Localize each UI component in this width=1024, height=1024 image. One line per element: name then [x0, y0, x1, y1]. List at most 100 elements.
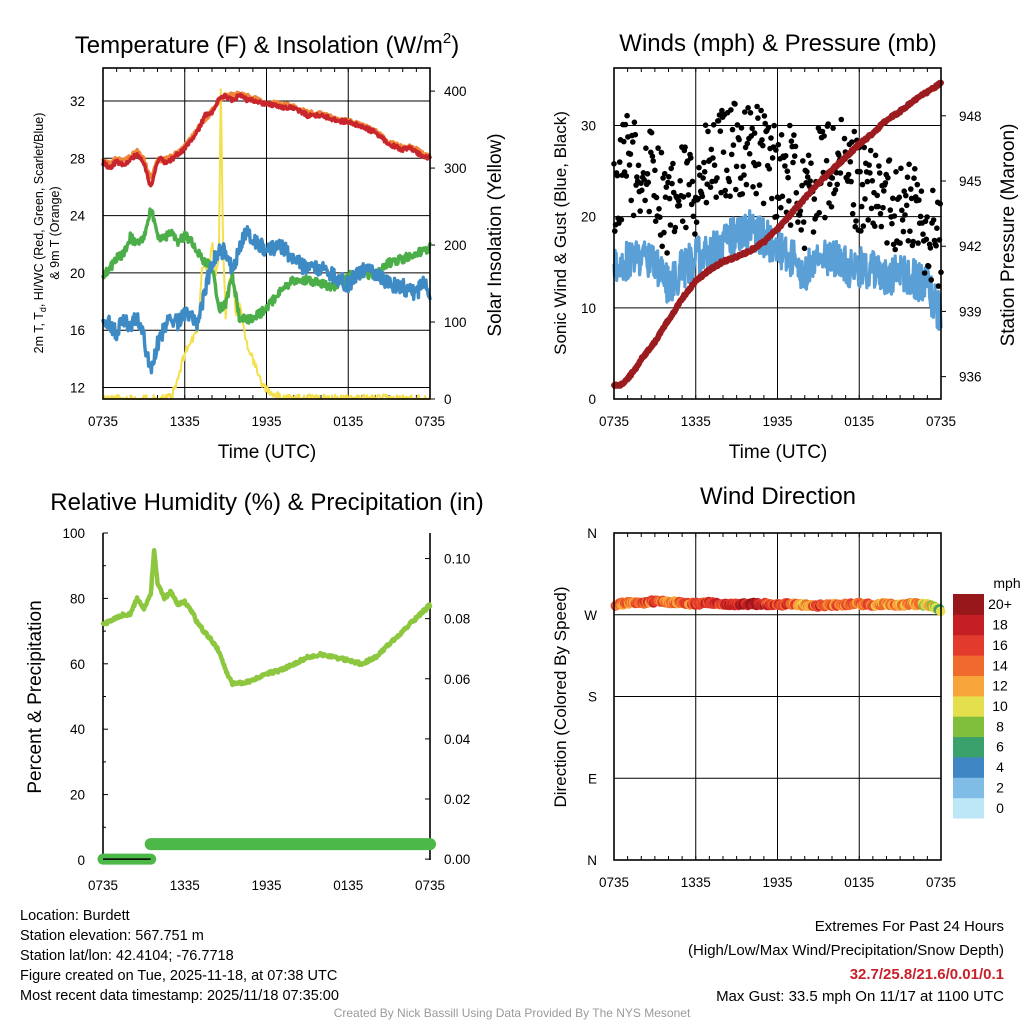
gust-point — [884, 240, 890, 246]
gust-point — [902, 212, 908, 218]
gust-point — [887, 207, 894, 213]
gust-point — [688, 155, 694, 161]
gust-point — [661, 170, 668, 177]
dir-frame — [613, 532, 942, 861]
gust-point — [838, 116, 845, 123]
gust-point — [676, 202, 683, 209]
gust-point — [904, 174, 911, 180]
gust-point — [876, 163, 882, 169]
gust-point — [744, 140, 751, 147]
y2-tick-label: 0.10 — [444, 552, 470, 567]
gust-point — [882, 180, 889, 186]
gust-point — [927, 245, 934, 251]
gust-point — [682, 144, 688, 150]
gust-point — [690, 213, 697, 220]
gust-point — [782, 163, 788, 169]
y-tick-label: 0 — [77, 853, 85, 868]
gust-point — [832, 187, 839, 193]
gust-point — [791, 132, 797, 138]
gust-point — [693, 219, 700, 225]
x-tick-label: 1335 — [681, 414, 711, 429]
colorbar-swatch — [953, 594, 984, 615]
gust-point — [857, 168, 863, 175]
y-tick-label: 20 — [70, 788, 85, 803]
gust-point — [924, 214, 930, 220]
gust-point — [910, 238, 916, 245]
rh-line — [100, 548, 433, 688]
colorbar-label: 6 — [996, 739, 1004, 755]
gust-point — [655, 145, 661, 151]
y2-tick-label: 0.06 — [444, 672, 470, 687]
y-tick-label: 20 — [70, 266, 85, 281]
gust-point — [827, 181, 833, 188]
gust-point — [877, 210, 884, 217]
gust-point — [845, 171, 852, 178]
max-gust: Max Gust: 33.5 mph On 11/17 at 1100 UTC — [716, 988, 1004, 1005]
gust-point — [768, 135, 774, 141]
gust-point — [683, 224, 689, 231]
y-tick-label: 24 — [70, 209, 86, 224]
gust-point — [907, 228, 913, 234]
wind-plot: 0735 1335 1935 0135 073501020309369399429459… — [581, 67, 982, 429]
wind-title: Winds (mph) & Pressure (mb) — [619, 30, 936, 57]
gust-point — [896, 194, 903, 201]
gust-point — [695, 195, 701, 202]
gust-point — [641, 177, 647, 183]
gust-point — [786, 198, 792, 204]
gust-point — [925, 263, 932, 270]
gust-point — [875, 203, 881, 210]
y2-tick-label: 400 — [444, 84, 467, 99]
gust-point — [670, 160, 676, 167]
gust-point — [886, 157, 893, 163]
y-tick-label: E — [588, 771, 597, 786]
gust-point — [637, 208, 643, 214]
y2-tick-label: 945 — [959, 174, 982, 189]
gust-point — [754, 103, 760, 110]
y-tick-label: W — [584, 608, 597, 623]
gust-point — [790, 159, 796, 166]
gust-point — [866, 162, 872, 168]
gust-point — [749, 125, 755, 132]
y-tick-label: 0 — [588, 392, 596, 407]
colorbar-label: 8 — [996, 718, 1004, 734]
temp-y2label: Solar Insolation (Yellow) — [485, 133, 506, 336]
y-tick-label: N — [587, 526, 597, 541]
gust-point — [667, 222, 674, 228]
y2-tick-label: 0.00 — [444, 852, 470, 867]
gust-point — [819, 128, 826, 135]
gust-point — [677, 178, 683, 184]
colorbar-swatch — [953, 777, 984, 799]
gust-point — [649, 153, 656, 159]
gust-point — [804, 169, 810, 175]
gust-point — [745, 105, 751, 111]
gust-point — [881, 188, 887, 194]
gust-point — [868, 205, 875, 212]
gust-point — [922, 218, 929, 225]
gust-point — [850, 202, 857, 208]
gust-point — [836, 152, 842, 158]
gust-point — [893, 169, 899, 175]
gust-point — [705, 128, 711, 135]
gust-point — [711, 162, 718, 168]
gust-point — [755, 161, 762, 167]
gust-point — [696, 164, 702, 171]
gust-point — [708, 146, 715, 153]
gust-point — [805, 152, 812, 159]
gust-point — [865, 217, 871, 223]
y-tick-label: N — [587, 853, 597, 868]
footer-latlon: Station lat/lon: 42.4104; -76.7718 — [20, 948, 234, 964]
gust-point — [798, 227, 804, 233]
gust-point — [878, 223, 885, 230]
rh-plot: 0735 1335 1935 0135 07350204060801000.000.02… — [62, 526, 470, 893]
x-tick-label: 0735 — [88, 878, 118, 893]
gust-point — [829, 175, 836, 181]
y-tick-label: 32 — [70, 94, 85, 109]
gust-point — [663, 184, 670, 190]
gust-point — [626, 162, 633, 168]
gust-point — [733, 163, 740, 170]
gust-point — [769, 195, 775, 202]
gust-point — [734, 122, 741, 128]
gust-point — [728, 107, 734, 113]
colorbar-swatch — [953, 634, 984, 656]
gust-point — [899, 217, 906, 223]
